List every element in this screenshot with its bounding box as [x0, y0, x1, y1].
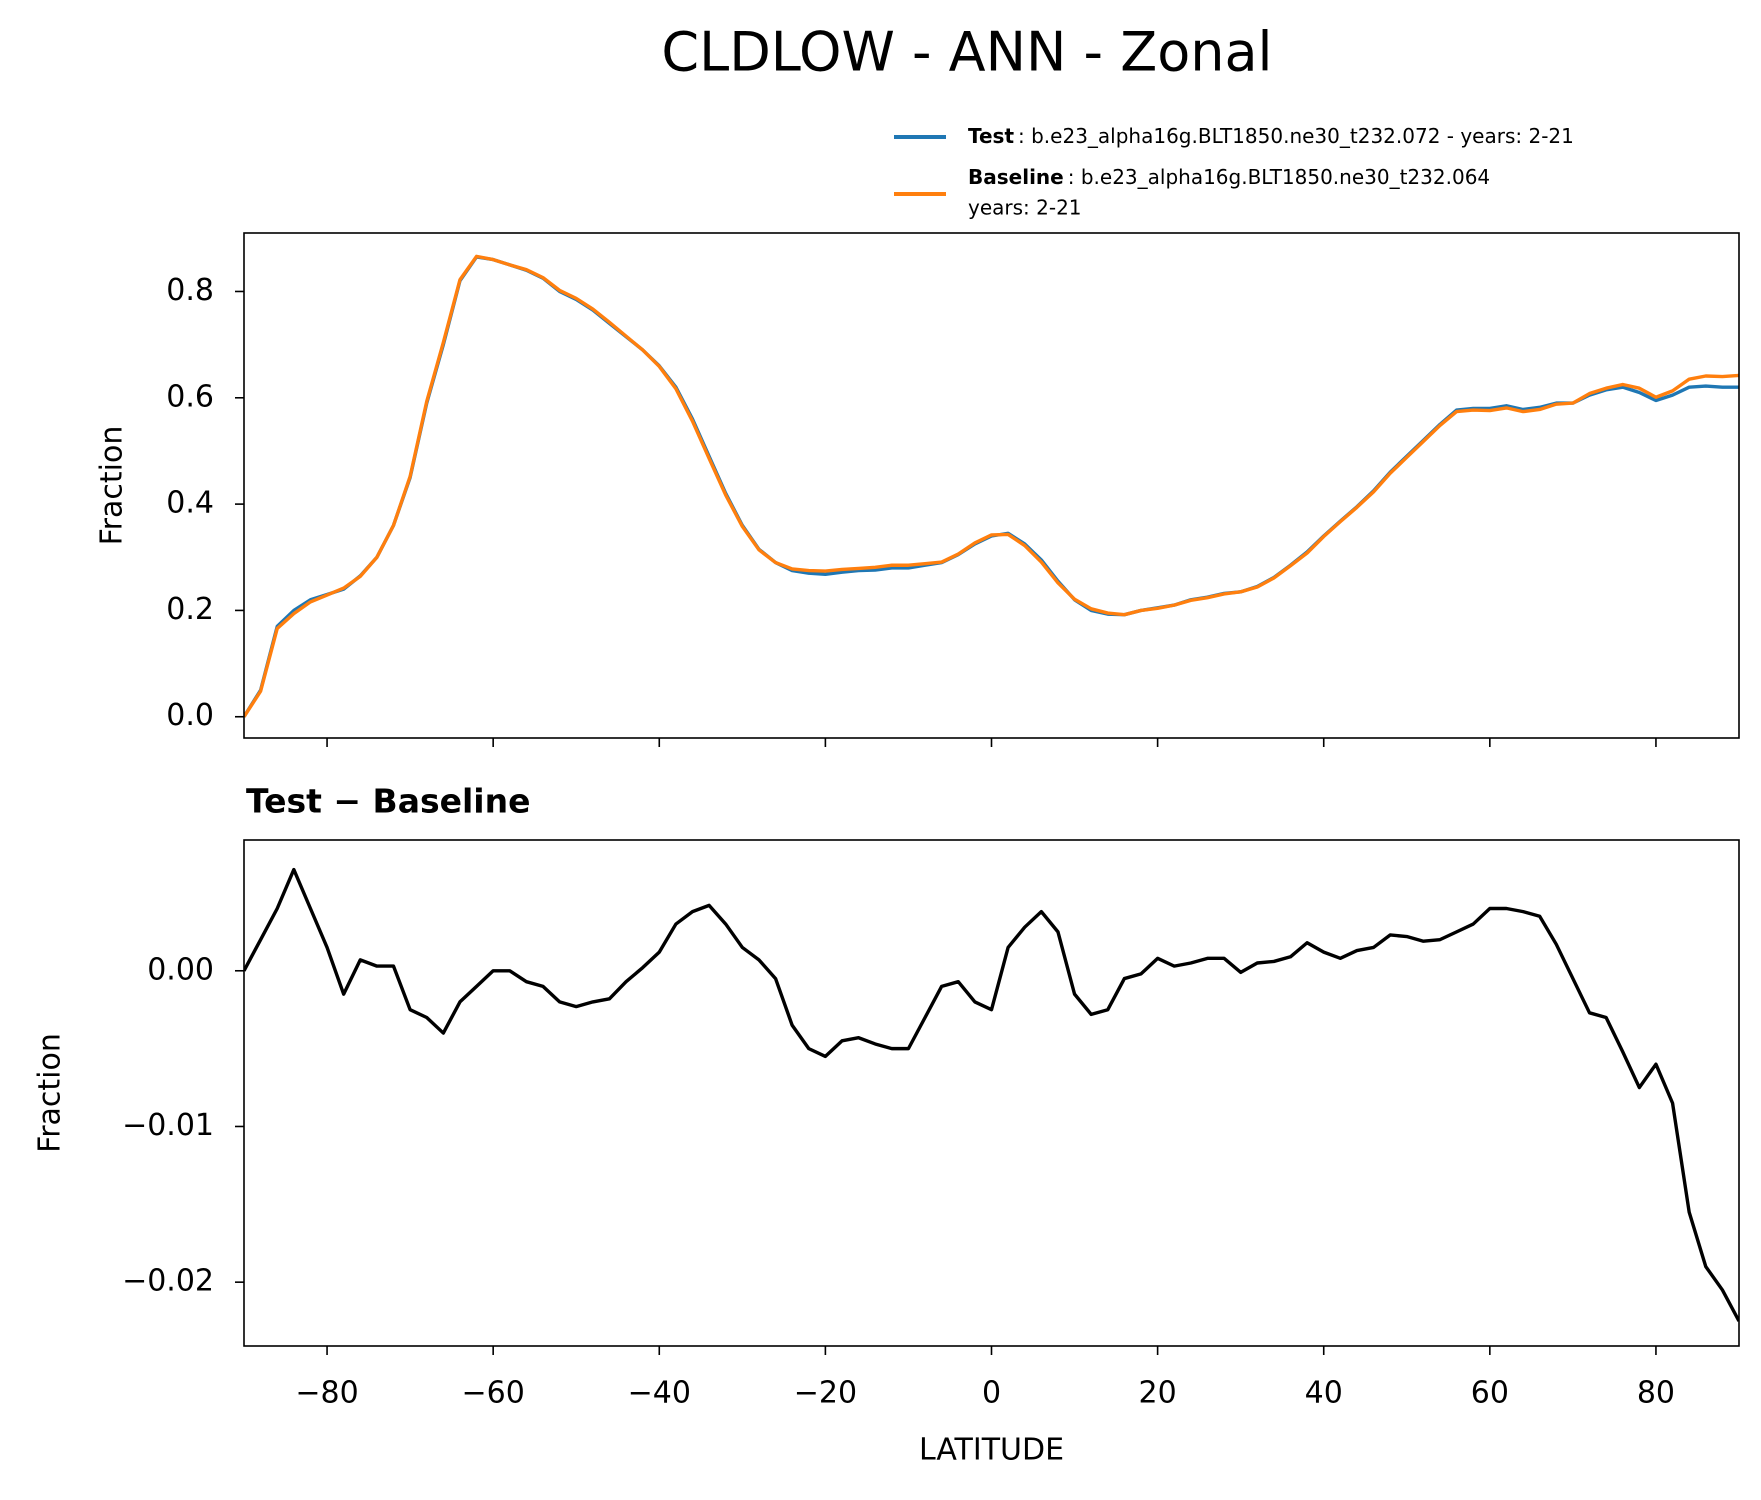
x-tick-label: −20 [794, 1376, 857, 1411]
y-tick-label: −0.01 [122, 1108, 214, 1143]
line-series [244, 254, 1739, 718]
x-tick-label: 40 [1305, 1376, 1343, 1411]
legend-label: Baseline: b.e23_alpha16g.BLT1850.ne30_t2… [968, 165, 1490, 189]
x-tick-label: 60 [1471, 1376, 1509, 1411]
x-tick-label: 0 [982, 1376, 1001, 1411]
legend-text: : b.e23_alpha16g.BLT1850.ne30_t232.064 [1068, 165, 1490, 189]
y-tick-label: 0.6 [166, 379, 214, 414]
y-tick-label: 0.8 [166, 273, 214, 308]
y-axis-label: Fraction [33, 1033, 68, 1153]
axes-frame [243, 839, 1740, 1347]
x-axis-label: LATITUDE [919, 1433, 1064, 1468]
y-tick-label: 0.2 [166, 592, 214, 627]
legend-text: : b.e23_alpha16g.BLT1850.ne30_t232.072 -… [1018, 124, 1574, 148]
x-tick-label: 80 [1637, 1376, 1675, 1411]
x-tick-label: 20 [1139, 1376, 1177, 1411]
y-tick-label: −0.02 [122, 1264, 214, 1299]
legend-name: Test [968, 124, 1014, 148]
x-tick-label: −80 [295, 1376, 358, 1411]
legend-label: Test: b.e23_alpha16g.BLT1850.ne30_t232.0… [968, 124, 1574, 148]
legend-text: years: 2-21 [968, 196, 1082, 220]
x-tick-label: −60 [462, 1376, 525, 1411]
y-tick-label: 0.00 [147, 952, 214, 987]
x-tick-label: −40 [628, 1376, 691, 1411]
legend-name: Baseline [968, 165, 1064, 189]
panel-title: Test − Baseline [246, 782, 531, 821]
y-tick-label: 0.4 [166, 486, 214, 521]
y-axis-label: Fraction [95, 426, 130, 546]
y-tick-label: 0.0 [166, 698, 214, 733]
line-series [244, 867, 1739, 1322]
figure-title: CLDLOW - ANN - Zonal [661, 21, 1272, 84]
axes-frame [243, 232, 1740, 739]
